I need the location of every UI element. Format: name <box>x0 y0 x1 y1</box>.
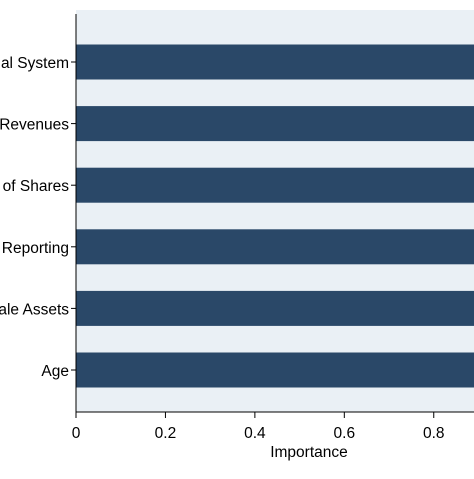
x-tick-label-4: 0.8 <box>423 425 445 442</box>
y-tick-label-2: of Shares <box>3 178 70 195</box>
y-tick-label-1: Revenues <box>0 117 69 134</box>
bar-0 <box>76 44 474 80</box>
bar-4 <box>76 290 474 326</box>
x-tick-label-0: 0 <box>72 425 81 442</box>
y-tick-label-4: ale Assets <box>0 301 69 318</box>
x-tick-label-3: 0.6 <box>334 425 356 442</box>
y-tick-label-0: al System <box>1 55 69 72</box>
x-tick-label-1: 0.2 <box>155 425 177 442</box>
y-tick-label-5: Age <box>41 363 69 380</box>
x-axis-title: Importance <box>270 444 348 461</box>
y-tick-label-3: Reporting <box>2 240 69 257</box>
bar-3 <box>76 229 474 265</box>
bar-2 <box>76 167 474 203</box>
x-ticks: 0 0.2 0.4 0.6 0.8 <box>72 412 445 442</box>
x-tick-label-2: 0.4 <box>244 425 266 442</box>
bar-1 <box>76 106 474 142</box>
y-tick-labels: al System Revenues of Shares Reporting ale A… <box>0 55 76 380</box>
bar-5 <box>76 352 474 388</box>
bars <box>76 44 474 388</box>
